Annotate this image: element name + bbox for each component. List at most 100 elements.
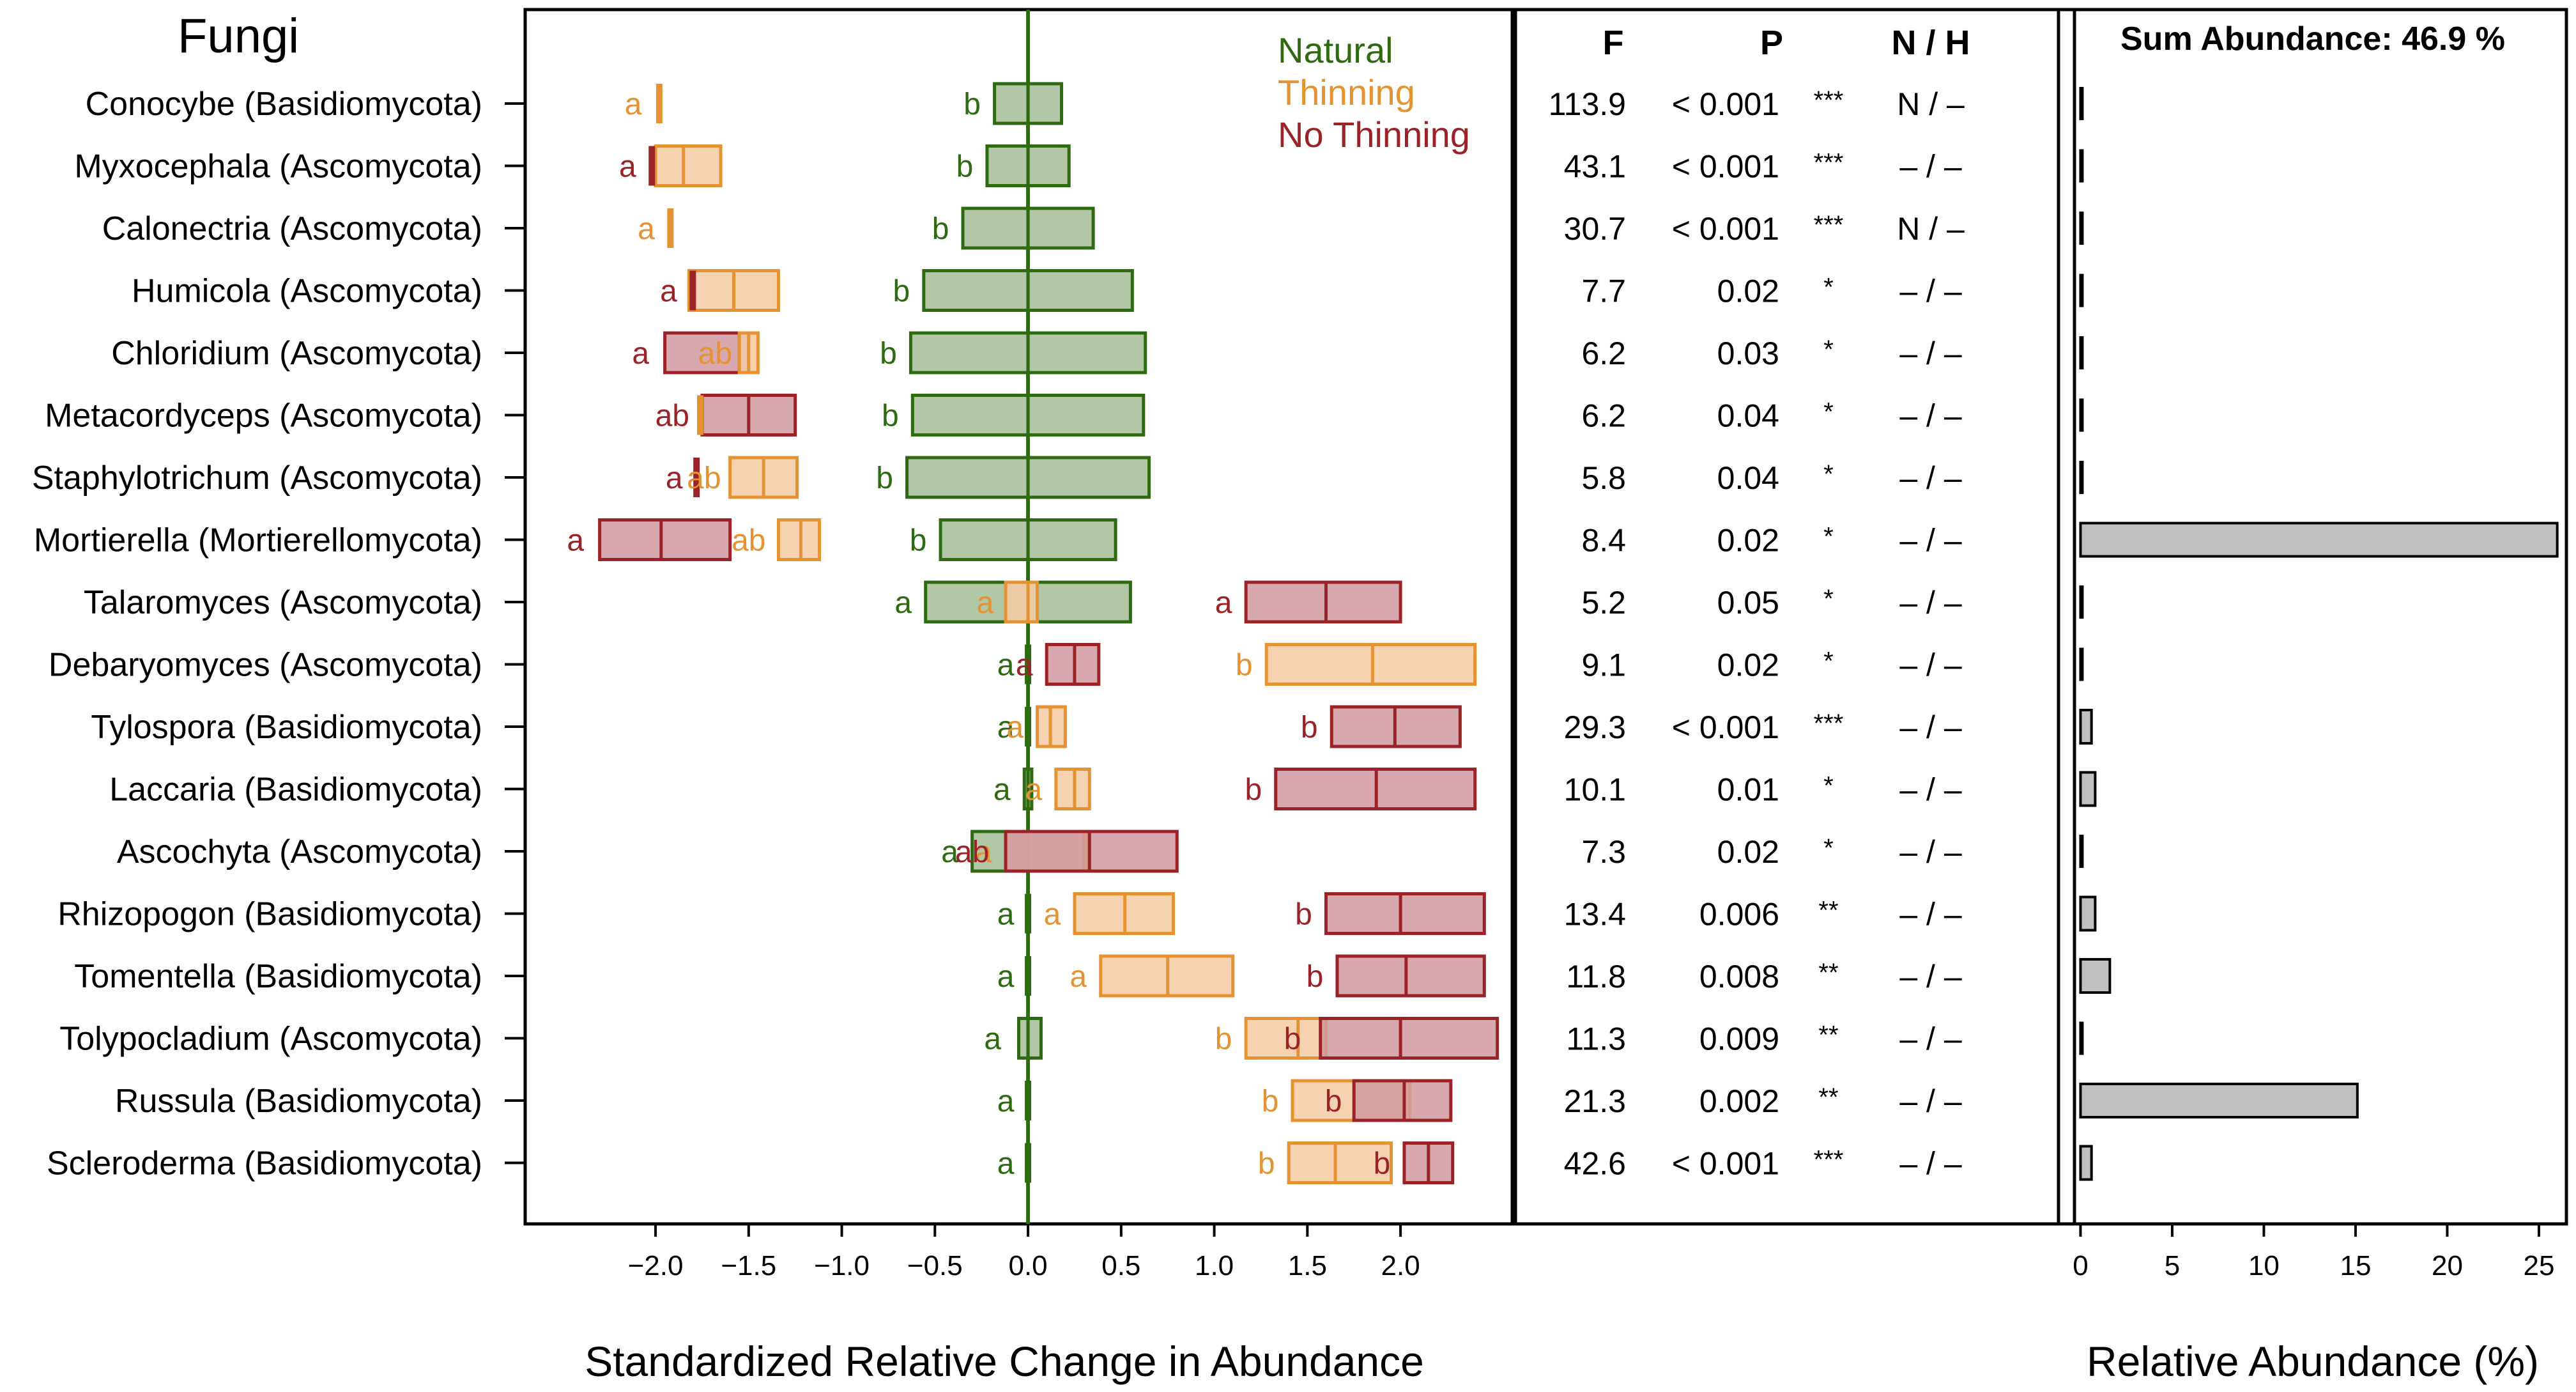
- table-f-value: 8.4: [1581, 523, 1626, 559]
- taxon-label: Debaryomyces (Ascomycota): [49, 647, 482, 684]
- table-p-value: 0.02: [1717, 834, 1779, 870]
- abundance-bar: [2079, 647, 2084, 681]
- taxon-label: Laccaria (Basidiomycota): [109, 771, 482, 808]
- group-letter-natural: b: [880, 337, 897, 371]
- table-significance: ***: [1814, 211, 1844, 239]
- table-nh-value: N / –: [1897, 86, 1965, 122]
- left-x-axis-label: Standardized Relative Change in Abundanc…: [585, 1338, 1424, 1385]
- table-nh-value: – / –: [1899, 772, 1961, 808]
- box-thinning: [737, 331, 760, 375]
- group-letter-nothinning: b: [1245, 773, 1262, 807]
- table-significance: *: [1823, 772, 1834, 800]
- legend-natural: Natural: [1278, 30, 1393, 70]
- group-letter-natural: b: [882, 399, 899, 433]
- right-x-tick-label: 15: [2340, 1250, 2371, 1281]
- left-panel-frame: [523, 8, 1514, 1226]
- taxon-label: Tylospora (Basidiomycota): [91, 709, 482, 746]
- abundance-bar: [2079, 461, 2084, 494]
- right-x-axis-label: Relative Abundance (%): [2087, 1338, 2539, 1385]
- taxon-label: Humicola (Ascomycota): [132, 273, 482, 310]
- taxon-label: Calonectria (Ascomycota): [102, 210, 482, 247]
- taxon-label: Russula (Basidiomycota): [115, 1083, 482, 1120]
- table-significance: **: [1818, 959, 1838, 987]
- table-nh-value: – / –: [1899, 523, 1961, 559]
- group-letter-thinning: a: [1070, 960, 1087, 994]
- box-thinning: [728, 456, 799, 499]
- table-f-value: 30.7: [1564, 211, 1626, 247]
- legend-no-thinning: No Thinning: [1278, 114, 1470, 155]
- chart-title: Fungi: [178, 9, 299, 63]
- group-letter-nothinning: b: [1295, 898, 1312, 932]
- table-f-value: 9.1: [1581, 647, 1626, 683]
- box-nothinning: [1402, 1141, 1455, 1184]
- table-f-value: 11.8: [1566, 959, 1626, 994]
- box-natural-median: [1025, 1081, 1032, 1120]
- table-significance: **: [1818, 1083, 1838, 1111]
- box-nothinning: [1335, 954, 1486, 998]
- abundance-bar: [2079, 522, 2559, 558]
- right-x-tick-label: 25: [2523, 1250, 2554, 1281]
- table-significance: *: [1823, 647, 1834, 676]
- table-nh-value: N / –: [1897, 211, 1965, 247]
- box-thinning: [776, 518, 822, 561]
- group-letter-thinning: ab: [698, 337, 732, 371]
- box-natural: [1025, 707, 1032, 746]
- box-thinning-median: [667, 208, 674, 248]
- taxon-label: Rhizopogon (Basidiomycota): [57, 896, 482, 933]
- box-nothinning-body: [1319, 1017, 1499, 1060]
- box-natural: [1017, 1017, 1043, 1060]
- box-nothinning-body: [1045, 643, 1101, 686]
- table-p-value: 0.05: [1717, 585, 1779, 621]
- box-nothinning: [648, 146, 656, 186]
- group-letter-thinning: a: [638, 212, 655, 246]
- box-natural: [1025, 956, 1032, 996]
- table-significance: *: [1823, 460, 1834, 488]
- box-natural: [985, 144, 1071, 187]
- box-nothinning: [1045, 643, 1101, 686]
- box-nothinning-median: [689, 270, 696, 311]
- group-letter-natural: b: [876, 461, 893, 495]
- table-nh-value: – / –: [1899, 647, 1961, 683]
- box-nothinning-body: [1352, 1079, 1453, 1122]
- abundance-bar: [2079, 1083, 2359, 1118]
- group-letter-nothinning: b: [1301, 711, 1318, 745]
- group-letter-nothinning: b: [1284, 1023, 1301, 1056]
- taxon-label: Chloridium (Ascomycota): [111, 335, 482, 372]
- table-significance: ***: [1814, 149, 1844, 177]
- box-thinning: [667, 208, 674, 248]
- table-f-value: 6.2: [1581, 398, 1626, 434]
- box-natural: [1025, 644, 1032, 684]
- box-nothinning-median: [693, 458, 700, 497]
- table-header-p: P: [1760, 24, 1783, 62]
- box-thinning: [654, 144, 723, 187]
- taxon-label: Mortierella (Mortierellomycota): [34, 522, 482, 559]
- box-nothinning: [1324, 892, 1486, 935]
- left-x-tick-label: −2.0: [628, 1250, 684, 1281]
- box-nothinning-body: [1335, 954, 1486, 998]
- group-letter-natural: b: [963, 88, 981, 121]
- group-letter-natural: a: [997, 1147, 1015, 1181]
- table-nh-value: – / –: [1899, 336, 1961, 371]
- box-natural: [961, 206, 1095, 250]
- abundance-bar: [2079, 1021, 2084, 1055]
- table-nh-value: – / –: [1899, 149, 1961, 185]
- box-nothinning: [663, 331, 751, 375]
- box-thinning-body: [1054, 768, 1091, 810]
- box-thinning-body: [1287, 1141, 1393, 1184]
- table-f-value: 21.3: [1564, 1083, 1626, 1119]
- table-f-value: 6.2: [1581, 336, 1626, 371]
- box-natural-median: [1025, 644, 1032, 684]
- box-thinning: [656, 84, 663, 123]
- right-x-tick-label: 10: [2248, 1250, 2280, 1281]
- taxon-label: Staphylotrichum (Ascomycota): [32, 460, 482, 497]
- abundance-bar: [2079, 398, 2084, 432]
- box-natural-body: [1017, 1017, 1043, 1060]
- taxon-label: Myxocephala (Ascomycota): [74, 148, 482, 185]
- right-panel-frame: [2057, 8, 2568, 1226]
- abundance-bar: [2079, 895, 2097, 932]
- group-letter-natural: b: [910, 524, 927, 558]
- table-p-value: 0.03: [1717, 336, 1779, 371]
- box-thinning: [1287, 1141, 1393, 1184]
- table-nh-value: – / –: [1899, 834, 1961, 870]
